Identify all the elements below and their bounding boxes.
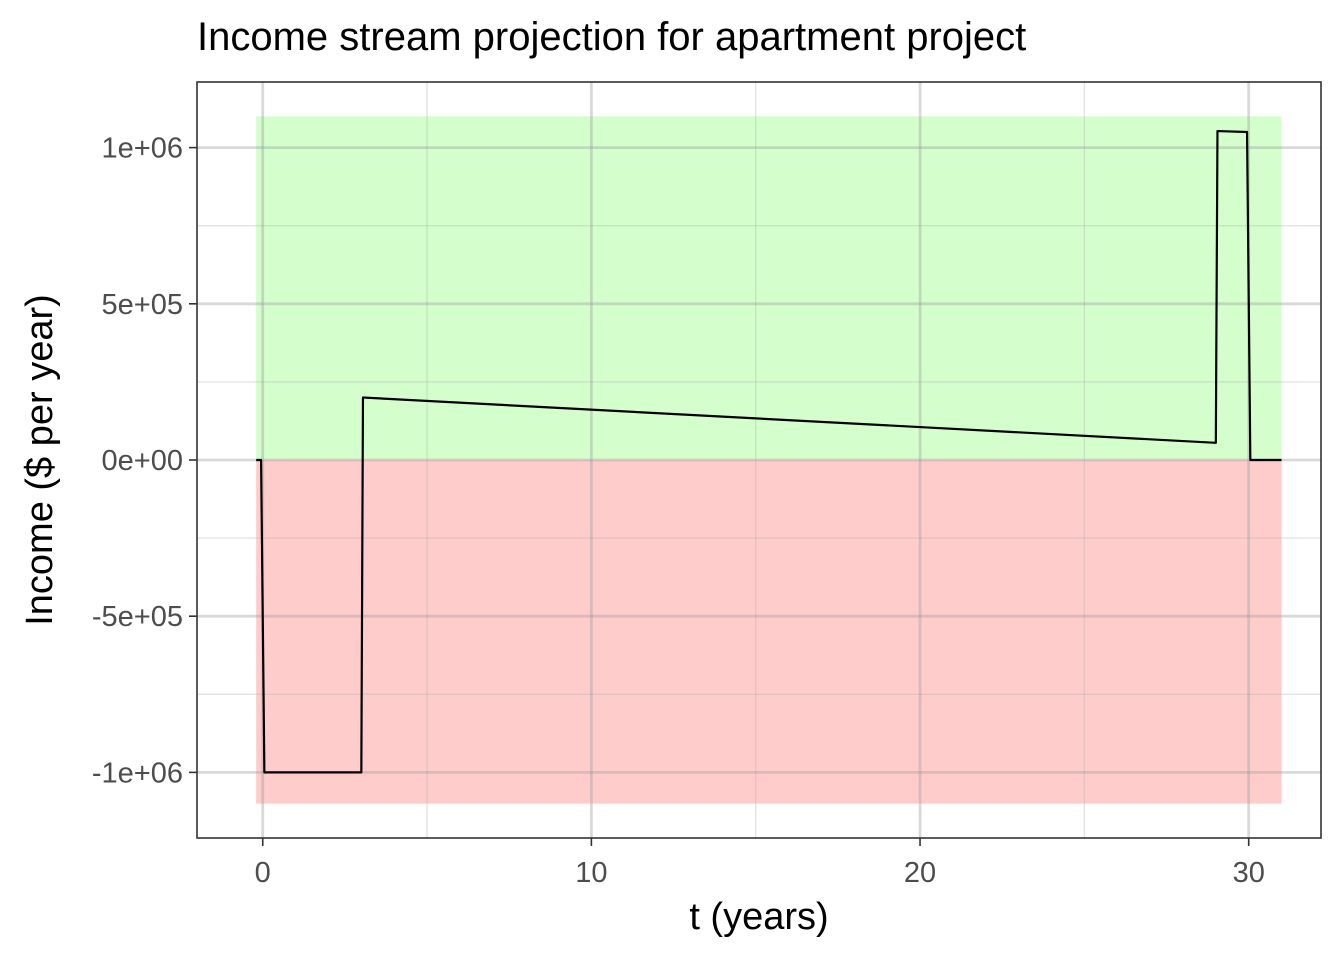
y-tick-label: 0e+00 [102,445,183,477]
chart-title: Income stream projection for apartment p… [197,15,1026,59]
series-layer [256,129,1282,774]
series-line-0 [256,129,1282,774]
x-tick-label: 10 [575,857,607,889]
x-tick-label: 30 [1233,857,1265,889]
x-tick-label: 20 [904,857,936,889]
region-positive [256,116,1282,460]
y-tick-label: -5e+05 [92,601,183,633]
y-tick-label: -1e+06 [92,757,183,789]
minor-gridlines [197,82,1321,838]
x-axis-title: t (years) [689,896,828,938]
shaded-regions [256,116,1282,804]
y-axis-title: Income ($ per year) [19,294,61,626]
y-axis: 1e+06 5e+05 0e+00 -5e+05 -1e+06 [92,133,197,789]
x-tick-label: 0 [255,857,271,889]
y-tick-label: 5e+05 [102,289,183,321]
y-tick-label: 1e+06 [102,133,183,165]
region-negative [256,460,1282,804]
x-axis: 0 10 20 30 [255,838,1265,889]
